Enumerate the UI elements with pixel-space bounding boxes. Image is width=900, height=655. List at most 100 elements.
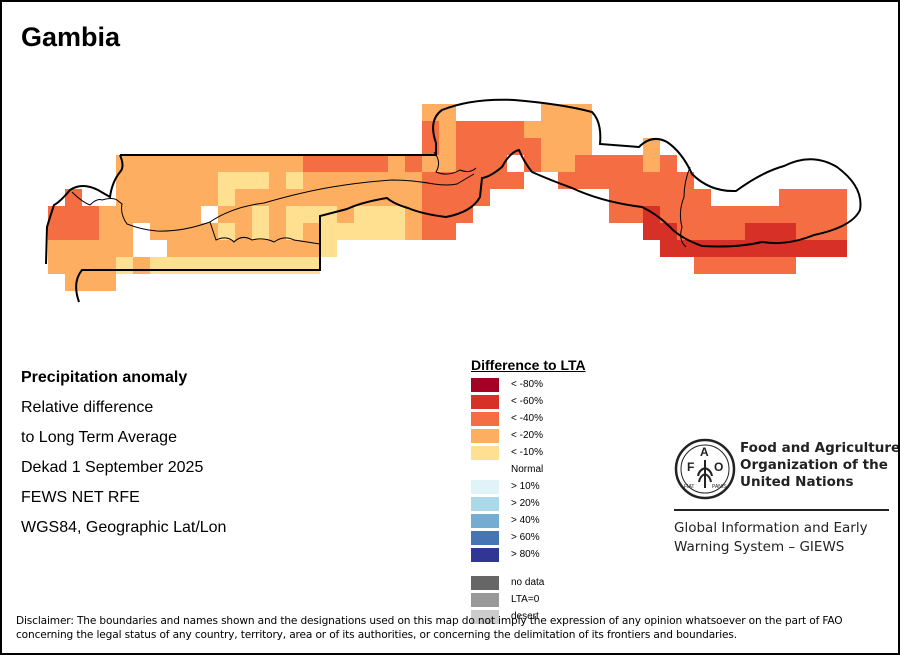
- anomaly-cell: [286, 172, 303, 189]
- anomaly-cell: [456, 138, 541, 155]
- anomaly-cell: [65, 274, 116, 291]
- info-line: FEWS NET RFE: [21, 489, 140, 506]
- legend-item: desert: [471, 609, 651, 626]
- anomaly-cell: [643, 155, 660, 172]
- anomaly-cell: [422, 206, 473, 223]
- anomaly-cell: [405, 172, 422, 189]
- anomaly-cell: [422, 189, 490, 206]
- anomaly-cell: [269, 223, 286, 240]
- anomaly-cell: [694, 257, 796, 274]
- anomaly-cell: [439, 121, 456, 138]
- legend-item: < -10%: [471, 445, 651, 462]
- legend-label: no data: [511, 577, 545, 588]
- anomaly-cell: [133, 257, 150, 274]
- legend-label: > 10%: [511, 481, 540, 492]
- anomaly-cell: [286, 240, 303, 257]
- legend-swatch: [471, 395, 499, 409]
- map-canvas: [45, 98, 862, 303]
- legend-label: < -60%: [511, 396, 543, 407]
- anomaly-cell: [303, 189, 354, 206]
- anomaly-cell: [422, 172, 456, 189]
- legend-swatch: [471, 576, 499, 590]
- anomaly-cell: [677, 189, 711, 206]
- legend-item: > 60%: [471, 530, 651, 547]
- gambia-border: [45, 98, 862, 303]
- anomaly-cell: [303, 223, 320, 240]
- anomaly-cell: [303, 172, 354, 189]
- fao-divider: [674, 509, 889, 511]
- legend-label: desert: [511, 611, 539, 622]
- anomaly-cell: [286, 223, 303, 240]
- anomaly-cell: [116, 240, 133, 257]
- anomaly-cell: [405, 189, 422, 206]
- anomaly-cell: [269, 206, 286, 223]
- anomaly-cell: [116, 257, 133, 274]
- anomaly-cell: [762, 206, 830, 223]
- disclaimer-line: concerning the legal status of any count…: [16, 629, 738, 641]
- legend-swatch: [471, 497, 499, 511]
- legend-label: > 60%: [511, 532, 540, 543]
- anomaly-cell: [116, 223, 133, 240]
- legend-swatch: [471, 378, 499, 392]
- anomaly-cell: [48, 240, 116, 257]
- svg-text:A: A: [700, 445, 709, 459]
- anomaly-cell: [218, 172, 269, 189]
- legend-item: > 80%: [471, 547, 651, 564]
- anomaly-cell: [643, 138, 660, 155]
- fao-name-line: Organization of the: [740, 457, 888, 473]
- anomaly-cell: [524, 121, 541, 138]
- disclaimer: Disclaimer: The boundaries and names sho…: [16, 614, 886, 642]
- legend: Difference to LTA < -80% < -60% < -40% < -2…: [471, 357, 651, 626]
- anomaly-cell: [201, 240, 218, 257]
- legend-swatch: [471, 610, 499, 624]
- anomaly-cell: [439, 138, 456, 155]
- legend-swatch: [471, 429, 499, 443]
- legend-item: < -40%: [471, 411, 651, 428]
- anomaly-cell: [405, 155, 422, 172]
- anomaly-cell: [541, 155, 575, 172]
- info-line: to Long Term Average: [21, 429, 177, 446]
- info-heading: Precipitation anomaly: [21, 369, 188, 386]
- anomaly-cell: [235, 189, 303, 206]
- legend-swatch: [471, 531, 499, 545]
- anomaly-cell: [422, 121, 439, 138]
- anomaly-cell: [82, 257, 116, 274]
- anomaly-cell: [541, 121, 592, 138]
- legend-swatch: [471, 593, 499, 607]
- legend-item: LTA=0: [471, 592, 651, 609]
- legend-item: > 20%: [471, 496, 651, 513]
- anomaly-cell: [541, 138, 592, 155]
- anomaly-cell: [660, 155, 677, 172]
- anomaly-cell: [524, 172, 541, 189]
- svg-text:O: O: [714, 460, 723, 474]
- anomaly-cell: [269, 172, 286, 189]
- legend-item: < -20%: [471, 428, 651, 445]
- legend-label: < -20%: [511, 430, 543, 441]
- anomaly-cell: [456, 172, 473, 189]
- anomaly-cell: [99, 223, 116, 240]
- anomaly-cell: [167, 223, 218, 240]
- anomaly-cell: [660, 240, 847, 257]
- legend-item: < -60%: [471, 394, 651, 411]
- legend-swatch: [471, 480, 499, 494]
- anomaly-cell: [456, 121, 490, 138]
- admin-boundary-east: [679, 166, 691, 248]
- anomaly-cell: [116, 189, 218, 206]
- legend-swatch: [471, 412, 499, 426]
- anomaly-cell: [320, 223, 405, 240]
- legend-label: < -10%: [511, 447, 543, 458]
- anomaly-cell: [796, 223, 847, 240]
- anomaly-cell: [490, 121, 524, 138]
- legend-label: LTA=0: [511, 594, 540, 605]
- legend-item: < -80%: [471, 377, 651, 394]
- legend-items: < -80% < -60% < -40% < -20% < -10% Normal > 10…: [471, 377, 651, 626]
- anomaly-cell: [218, 189, 235, 206]
- svg-text:FIAT: FIAT: [684, 484, 694, 490]
- anomaly-cell: [116, 206, 201, 223]
- legend-label: > 40%: [511, 515, 540, 526]
- admin-boundary-middle: [433, 151, 477, 175]
- anomaly-cell: [439, 104, 456, 121]
- anomaly-cell: [320, 240, 337, 257]
- anomaly-cell: [745, 223, 796, 240]
